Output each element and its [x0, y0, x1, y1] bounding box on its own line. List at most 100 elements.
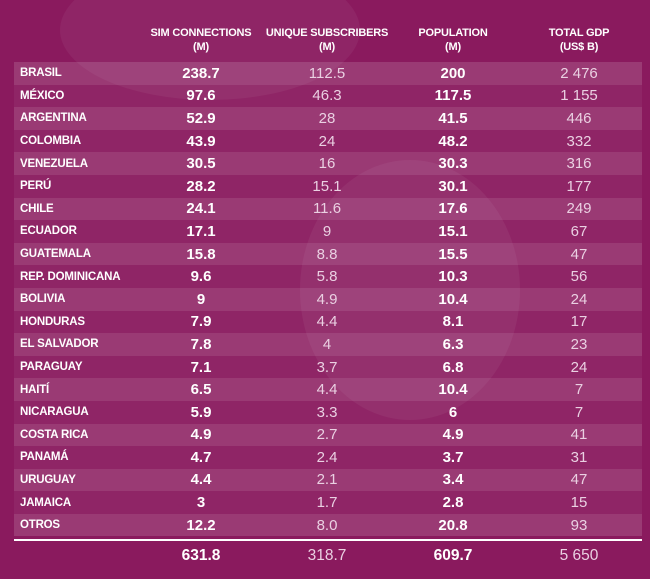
subscribers-cell: 4.9	[316, 290, 338, 308]
subscribers-cell: 9	[322, 222, 332, 240]
subscribers-cell: 8.8	[316, 245, 338, 263]
subscribers-cell: 15.1	[312, 177, 342, 195]
table-row: MÉXICO 97.6 46.3 117.5 1 155	[14, 84, 642, 108]
table-row: COLOMBIA 43.9 24 48.2 332	[14, 129, 642, 153]
country-cell: BRASIL	[20, 67, 62, 80]
population-cell: 2.8	[442, 494, 464, 512]
sim-cell: 4.7	[190, 448, 212, 466]
subscribers-cell: 11.6	[312, 200, 342, 218]
subscribers-cell: 3.7	[316, 358, 338, 376]
header-population: POPULATION (M)	[390, 26, 516, 54]
population-cell: 4.9	[442, 426, 464, 444]
table-row: EL SALVADOR 7.8 4 6.3 23	[14, 333, 642, 356]
population-cell: 6	[448, 403, 458, 421]
country-cell: GUATEMALA	[20, 248, 91, 261]
table-row: VENEZUELA 30.5 16 30.3 316	[14, 152, 642, 175]
sim-cell: 43.9	[186, 132, 216, 150]
header-unique-subscribers: UNIQUE SUBSCRIBERS (M)	[264, 26, 390, 54]
country-cell: PERÚ	[20, 180, 52, 193]
sim-cell: 24.1	[186, 200, 216, 218]
country-cell: OTROS	[20, 519, 60, 532]
sim-cell: 7.8	[190, 335, 212, 353]
table-row: PARAGUAY 7.1 3.7 6.8 24	[14, 355, 642, 379]
header-unit: (M)	[193, 41, 209, 53]
subscribers-cell: 4.4	[316, 313, 338, 331]
country-cell: NICARAGUA	[20, 406, 89, 419]
gdp-cell: 249	[566, 200, 592, 218]
population-cell: 3.4	[442, 471, 464, 489]
population-cell: 15.5	[438, 245, 468, 263]
header-unit: (M)	[319, 41, 335, 53]
population-cell: 30.3	[438, 155, 468, 173]
subscribers-cell: 4	[322, 335, 332, 353]
subscribers-cell: 8.0	[316, 516, 338, 534]
sim-cell: 4.4	[190, 471, 212, 489]
population-cell: 6.3	[442, 335, 464, 353]
country-cell: ARGENTINA	[20, 112, 87, 125]
country-cell: ECUADOR	[20, 225, 77, 238]
table-row: CHILE 24.1 11.6 17.6 249	[14, 197, 642, 221]
table-row: ARGENTINA 52.9 28 41.5 446	[14, 107, 642, 130]
sim-cell: 30.5	[186, 155, 216, 173]
country-cell: PANAMÁ	[20, 451, 69, 464]
country-cell: COSTA RICA	[20, 428, 89, 441]
table-row: PANAMÁ 4.7 2.4 3.7 31	[14, 446, 642, 469]
sim-cell: 6.5	[190, 381, 212, 399]
subscribers-cell: 4.4	[316, 381, 338, 399]
table-row: BOLIVIA 9 4.9 10.4 24	[14, 287, 642, 311]
header-unit: (M)	[445, 41, 461, 53]
gdp-cell: 2 476	[560, 64, 598, 82]
data-table: SIM CONNECTIONS (M) UNIQUE SUBSCRIBERS (…	[14, 0, 642, 571]
totals-row: 631.8 318.7 609.7 5 650	[14, 539, 642, 571]
population-cell: 48.2	[438, 132, 468, 150]
gdp-cell: 24	[570, 358, 588, 376]
gdp-cell: 67	[570, 222, 588, 240]
population-cell: 30.1	[438, 177, 468, 195]
population-cell: 10.4	[438, 381, 468, 399]
sim-cell: 4.9	[190, 426, 212, 444]
sim-cell: 28.2	[186, 177, 216, 195]
gdp-cell: 24	[570, 290, 588, 308]
gdp-cell: 93	[570, 516, 588, 534]
country-cell: COLOMBIA	[20, 135, 82, 148]
gdp-cell: 316	[566, 155, 592, 173]
sim-cell: 238.7	[182, 64, 220, 82]
subscribers-cell: 2.4	[316, 448, 338, 466]
table-row: PERÚ 28.2 15.1 30.1 177	[14, 174, 642, 198]
gdp-cell: 47	[570, 471, 588, 489]
header-label: POPULATION	[418, 27, 488, 39]
gdp-cell: 7	[574, 403, 584, 421]
header-total-gdp: TOTAL GDP (US$ B)	[516, 26, 642, 54]
population-cell: 6.8	[442, 358, 464, 376]
gdp-cell: 15	[570, 494, 588, 512]
population-cell: 41.5	[438, 109, 468, 127]
table-row: NICARAGUA 5.9 3.3 6 7	[14, 400, 642, 424]
gdp-cell: 23	[570, 335, 588, 353]
country-cell: VENEZUELA	[20, 157, 88, 170]
header-label: SIM CONNECTIONS	[150, 27, 252, 39]
subscribers-cell: 112.5	[308, 64, 346, 82]
table-row: HONDURAS 7.9 4.4 8.1 17	[14, 310, 642, 334]
subscribers-cell: 46.3	[312, 87, 342, 105]
subscribers-cell: 3.3	[316, 403, 338, 421]
total-subscribers: 318.7	[307, 547, 347, 565]
table-row: HAITÍ 6.5 4.4 10.4 7	[14, 378, 642, 401]
country-cell: PARAGUAY	[20, 361, 83, 374]
sim-cell: 7.1	[190, 358, 212, 376]
country-cell: MÉXICO	[20, 89, 65, 102]
sim-cell: 52.9	[186, 109, 216, 127]
sim-cell: 3	[196, 494, 206, 512]
gdp-cell: 446	[566, 109, 592, 127]
gdp-cell: 56	[570, 268, 588, 286]
population-cell: 17.6	[438, 200, 468, 218]
population-cell: 10.3	[438, 268, 468, 286]
header-label: UNIQUE SUBSCRIBERS	[265, 27, 389, 39]
country-cell: HAITÍ	[20, 383, 50, 396]
subscribers-cell: 24	[318, 132, 336, 150]
country-cell: EL SALVADOR	[20, 338, 99, 351]
subscribers-cell: 1.7	[316, 494, 338, 512]
gdp-cell: 17	[570, 313, 588, 331]
subscribers-cell: 28	[318, 109, 336, 127]
total-gdp: 5 650	[559, 547, 599, 565]
table-row: OTROS 12.2 8.0 20.8 93	[14, 513, 642, 537]
